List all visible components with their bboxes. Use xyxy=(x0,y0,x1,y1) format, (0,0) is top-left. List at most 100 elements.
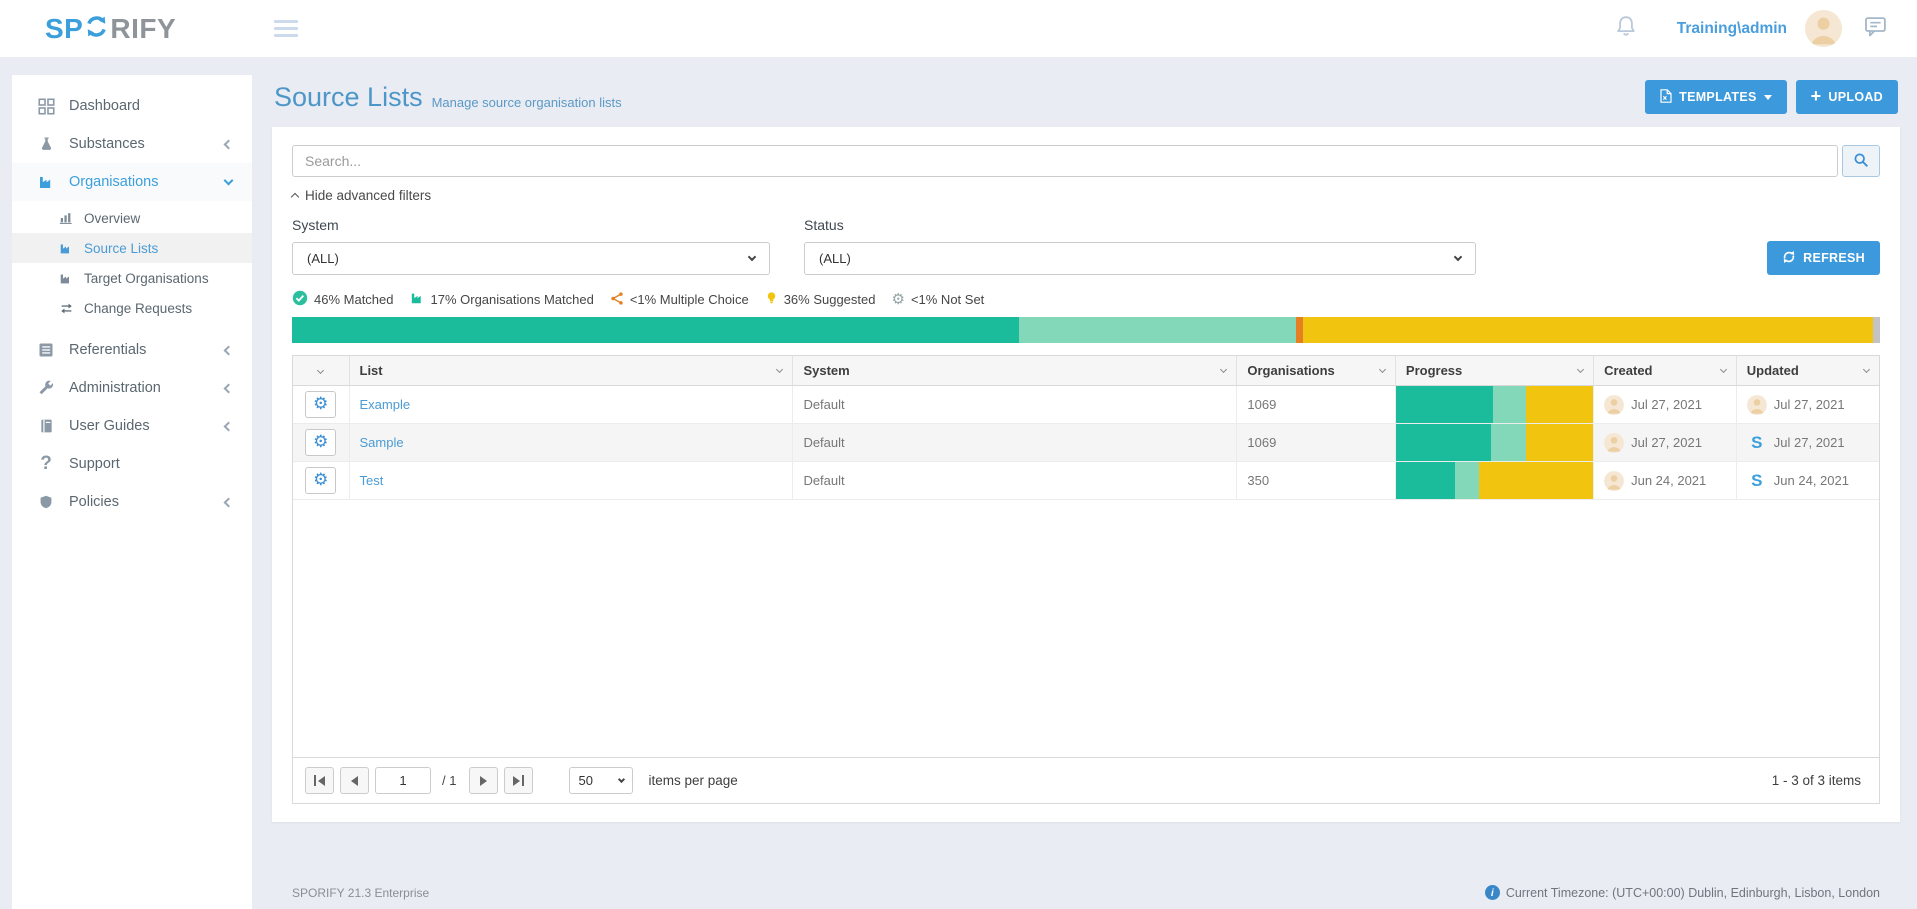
plus-icon: + xyxy=(1811,86,1822,107)
column-header-created[interactable]: Created xyxy=(1594,356,1737,386)
legend-organisations-matched-label: 17% Organisations Matched xyxy=(431,292,594,307)
hide-advanced-filters-toggle[interactable]: Hide advanced filters xyxy=(292,188,431,203)
app-version-label: SPORIFY 21.3 Enterprise xyxy=(292,886,429,900)
question-mark-icon: ? xyxy=(36,453,56,475)
row-segment-suggested xyxy=(1526,424,1593,461)
notifications-bell-icon[interactable] xyxy=(1615,14,1637,43)
shield-icon xyxy=(36,494,56,510)
column-header-updated-label: Updated xyxy=(1747,363,1799,378)
first-page-button[interactable] xyxy=(305,767,334,794)
column-menu-icon[interactable] xyxy=(1220,366,1227,373)
system-filter-value: (ALL) xyxy=(307,251,339,266)
summary-progress-bar xyxy=(292,317,1880,343)
updated-cell: S Jul 27, 2021 xyxy=(1747,395,1869,415)
page-subtitle: Manage source organisation lists xyxy=(432,85,622,110)
logo-text-sp: SP xyxy=(45,15,83,43)
sidebar-item-user-guides[interactable]: User Guides xyxy=(12,407,252,445)
sidebar-item-substances[interactable]: Substances xyxy=(12,125,252,163)
sidebar-label-target-organisations: Target Organisations xyxy=(84,271,209,286)
user-avatar[interactable] xyxy=(1805,10,1842,47)
search-input[interactable] xyxy=(292,145,1838,177)
summary-segment-org-matched xyxy=(1019,317,1295,343)
sidebar-item-administration[interactable]: Administration xyxy=(12,369,252,407)
list-name-link[interactable]: Example xyxy=(360,397,411,412)
list-name-link[interactable]: Test xyxy=(360,473,384,488)
last-page-button[interactable] xyxy=(504,767,533,794)
status-filter-group: Status (ALL) xyxy=(804,217,1476,275)
sidebar-item-source-lists[interactable]: Source Lists xyxy=(12,233,252,263)
sidebar-item-overview[interactable]: Overview xyxy=(12,203,252,233)
page-size-select[interactable]: 50 xyxy=(569,767,633,794)
sidebar-toggle-hamburger-icon[interactable] xyxy=(274,20,298,37)
row-segment-org-matched xyxy=(1491,424,1526,461)
column-header-list[interactable]: List xyxy=(349,356,793,386)
column-menu-icon[interactable] xyxy=(776,366,783,373)
column-menu-icon[interactable] xyxy=(1577,366,1584,373)
column-menu-icon[interactable] xyxy=(1379,366,1386,373)
row-settings-gear-button[interactable]: ⚙ xyxy=(305,429,336,456)
row-segment-matched xyxy=(1396,386,1493,423)
organisations-count-cell: 1069 xyxy=(1247,397,1276,412)
created-date: Jul 27, 2021 xyxy=(1631,397,1702,412)
column-header-updated[interactable]: Updated xyxy=(1736,356,1879,386)
logo-text-rify: RIFY xyxy=(110,15,176,43)
legend-multiple-choice: <1% Multiple Choice xyxy=(610,291,749,309)
triangle-left-icon xyxy=(351,776,358,786)
column-header-progress-label: Progress xyxy=(1406,363,1462,378)
row-settings-gear-button[interactable]: ⚙ xyxy=(305,391,336,418)
created-cell: Jul 27, 2021 xyxy=(1604,433,1726,453)
refresh-button[interactable]: REFRESH xyxy=(1767,241,1880,275)
row-segment-org-matched xyxy=(1455,462,1479,499)
sporify-logo: SP RIFY xyxy=(45,14,176,44)
column-header-list-label: List xyxy=(360,363,383,378)
system-filter-select[interactable]: (ALL) xyxy=(292,242,770,275)
summary-segment-matched xyxy=(292,317,1019,343)
list-journal-icon xyxy=(36,342,56,358)
templates-button[interactable]: TEMPLATES xyxy=(1645,80,1786,114)
sidebar-label-dashboard: Dashboard xyxy=(69,98,140,114)
column-menu-icon[interactable] xyxy=(317,367,324,374)
sidebar-item-change-requests[interactable]: Change Requests xyxy=(12,293,252,323)
sidebar-item-target-organisations[interactable]: Target Organisations xyxy=(12,263,252,293)
previous-page-button[interactable] xyxy=(340,767,369,794)
grid-empty-area xyxy=(293,500,1879,757)
sidebar-label-support: Support xyxy=(69,456,120,472)
updated-cell: S Jul 27, 2021 xyxy=(1747,433,1869,453)
feedback-chat-icon[interactable] xyxy=(1864,16,1887,42)
legend-not-set: ⚙ <1% Not Set xyxy=(891,292,984,307)
legend-multiple-choice-label: <1% Multiple Choice xyxy=(630,292,749,307)
column-header-tools[interactable] xyxy=(293,356,349,386)
next-page-button[interactable] xyxy=(469,767,498,794)
upload-button[interactable]: + UPLOAD xyxy=(1796,80,1898,114)
column-header-system[interactable]: System xyxy=(793,356,1237,386)
sidebar-item-policies[interactable]: Policies xyxy=(12,483,252,521)
created-cell: Jul 27, 2021 xyxy=(1604,395,1726,415)
list-name-link[interactable]: Sample xyxy=(360,435,404,450)
row-progress-bar xyxy=(1396,462,1593,499)
column-header-organisations[interactable]: Organisations xyxy=(1237,356,1396,386)
items-range-label: 1 - 3 of 3 items xyxy=(1772,773,1867,788)
status-filter-select[interactable]: (ALL) xyxy=(804,242,1476,275)
column-header-system-label: System xyxy=(803,363,849,378)
current-page-input[interactable] xyxy=(375,767,431,794)
column-menu-icon[interactable] xyxy=(1720,366,1727,373)
timezone-label: Current Timezone: (UTC+00:00) Dublin, Ed… xyxy=(1506,886,1880,900)
sidebar-item-dashboard[interactable]: Dashboard xyxy=(12,87,252,125)
updated-date: Jul 27, 2021 xyxy=(1774,435,1845,450)
row-segment-matched xyxy=(1396,424,1491,461)
updated-cell: S Jun 24, 2021 xyxy=(1747,471,1869,491)
sidebar-item-organisations[interactable]: Organisations xyxy=(12,163,252,201)
sidebar-item-support[interactable]: ? Support xyxy=(12,445,252,483)
topbar-right: Training\admin xyxy=(1615,10,1887,47)
created-cell: Jun 24, 2021 xyxy=(1604,471,1726,491)
column-header-progress[interactable]: Progress xyxy=(1395,356,1593,386)
logged-in-user[interactable]: Training\admin xyxy=(1677,20,1787,38)
row-segment-org-matched xyxy=(1493,386,1527,423)
row-settings-gear-button[interactable]: ⚙ xyxy=(305,467,336,494)
sidebar-item-referentials[interactable]: Referentials xyxy=(12,331,252,369)
page-header: Source Lists Manage source organisation … xyxy=(272,75,1900,119)
search-button[interactable] xyxy=(1842,145,1880,177)
bar-chart-icon xyxy=(58,211,74,225)
status-filter-value: (ALL) xyxy=(819,251,851,266)
column-menu-icon[interactable] xyxy=(1863,366,1870,373)
